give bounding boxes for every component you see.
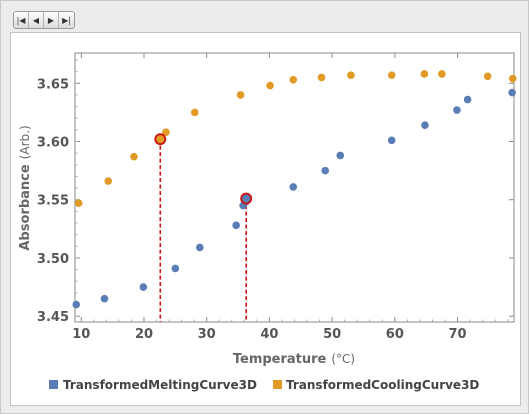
x-tick-label: 10 [72, 327, 90, 342]
melting-curve-point [463, 95, 472, 104]
animation-controls: |◀ ◀ ▶ ▶| [13, 11, 75, 29]
cooling-curve-point [317, 73, 326, 82]
legend-swatch-cooling [273, 380, 282, 389]
previous-frame-button[interactable]: ◀ [29, 12, 44, 28]
melting-curve-point [171, 264, 180, 273]
cooling-curve-point [104, 177, 113, 185]
first-frame-button[interactable]: |◀ [14, 12, 29, 28]
highlight-point [154, 133, 167, 146]
melting-curve-point [232, 221, 240, 230]
cooling-curve-point [74, 199, 83, 208]
melting-curve-point [100, 294, 109, 303]
x-tick-label: 50 [323, 327, 341, 342]
cooling-curve-point [289, 75, 298, 84]
cooling-curve-point [236, 91, 245, 99]
y-tick-label: 3.45 [37, 310, 69, 325]
melting-curve-point [321, 166, 330, 175]
x-tick-label: 60 [386, 327, 404, 342]
x-tick-label: 30 [198, 327, 216, 342]
highlight-point [240, 192, 253, 205]
cooling-curve-point [266, 81, 274, 90]
cooling-curve-point [483, 72, 492, 81]
legend: TransformedMeltingCurve3D TransformedCoo… [49, 378, 479, 392]
y-tick-label: 3.60 [37, 136, 69, 151]
next-frame-button[interactable]: ▶ [44, 12, 59, 28]
cooling-curve-point [508, 74, 517, 83]
legend-label-cooling: TransformedCoolingCurve3D [286, 378, 479, 392]
melting-curve-point [508, 88, 516, 97]
chart-panel [10, 32, 521, 406]
melting-curve-point [387, 136, 396, 145]
last-frame-button[interactable]: ▶| [62, 15, 71, 25]
x-tick-label: 70 [449, 327, 467, 342]
y-axis-label: Absorbance(Arb.) [18, 125, 33, 250]
y-tick-label: 3.65 [37, 77, 69, 92]
cooling-curve-point [190, 108, 199, 117]
melting-curve-point [289, 183, 298, 191]
melting-curve-point [72, 300, 81, 309]
melting-curve-point [421, 121, 429, 129]
cooling-curve-point [387, 71, 396, 79]
x-tick-label: 20 [135, 327, 153, 342]
cooling-curve-point [438, 70, 446, 78]
cooling-curve-point [420, 70, 429, 78]
melting-curve-point [336, 151, 345, 160]
x-tick-label: 40 [260, 327, 278, 342]
melting-curve-point [139, 283, 148, 291]
cooling-curve-point [162, 128, 170, 136]
cooling-curve-point [130, 152, 138, 161]
y-tick-label: 3.50 [37, 252, 69, 267]
cooling-curve-point [347, 71, 355, 79]
y-tick-label: 3.55 [37, 194, 69, 209]
x-axis-label: Temperature (°C) [233, 352, 355, 367]
melting-curve-point [196, 243, 204, 252]
legend-swatch-melting [49, 380, 58, 389]
legend-label-melting: TransformedMeltingCurve3D [63, 378, 257, 392]
melting-curve-point [453, 106, 461, 114]
